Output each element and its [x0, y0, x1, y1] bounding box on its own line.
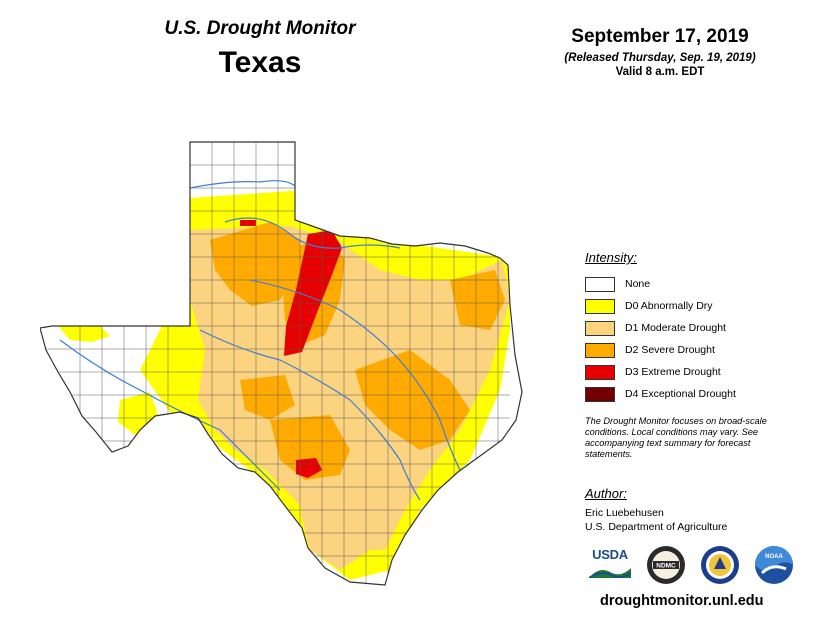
d3-zone-panhandle	[240, 220, 256, 226]
product-name: U.S. Drought Monitor	[164, 18, 356, 39]
red-river	[224, 217, 401, 249]
website-link[interactable]: droughtmonitor.unl.edu	[600, 593, 764, 609]
partner-logos: USDA NDMC NOAA	[588, 545, 794, 585]
legend-swatch-d0	[585, 298, 615, 314]
map-date: September 17, 2019	[571, 26, 749, 47]
noaa-logo: NOAA	[755, 546, 793, 584]
texas-drought-map	[40, 141, 523, 586]
d2-zone-east	[450, 270, 505, 330]
legend-item-d1: D1 Moderate Drought	[585, 317, 805, 339]
d2-zone-hill-country	[240, 375, 295, 420]
noaa-logo-text: NOAA	[765, 554, 783, 560]
author-organization: U.S. Department of Agriculture	[585, 521, 728, 533]
legend-label: D1 Moderate Drought	[625, 322, 726, 334]
legend-swatch-d2	[585, 342, 615, 358]
legend-label: D3 Extreme Drought	[625, 366, 721, 378]
map-header-left: U.S. Drought Monitor Texas	[130, 18, 390, 80]
legend-swatch-d4	[585, 386, 615, 402]
legend-item-d4: D4 Exceptional Drought	[585, 383, 805, 405]
release-note: (Released Thursday, Sep. 19, 2019)	[564, 52, 756, 64]
usda-logo-text: USDA	[592, 547, 628, 562]
legend-label: D0 Abnormally Dry	[625, 300, 713, 312]
legend-swatch-none	[585, 276, 615, 292]
legend-item-d2: D2 Severe Drought	[585, 339, 805, 361]
legend-item-none: None	[585, 273, 805, 295]
legend-item-d3: D3 Extreme Drought	[585, 361, 805, 383]
d2-zone-panhandle	[210, 222, 300, 306]
d0-zone-trans-pecos	[58, 326, 110, 342]
legend-swatch-d3	[585, 364, 615, 380]
colorado-river	[199, 329, 421, 501]
d3-zone-south	[296, 458, 322, 478]
brazos-river	[249, 279, 461, 471]
author-block: Author: Eric Luebehusen U.S. Department …	[585, 486, 805, 534]
d1-zone-main	[190, 226, 510, 550]
usda-logo: USDA	[588, 547, 632, 583]
legend: Intensity: None D0 Abnormally Dry D1 Mod…	[585, 250, 805, 405]
usda-hills-icon	[589, 568, 631, 578]
valid-time: Valid 8 a.m. EDT	[615, 66, 705, 78]
legend-label: None	[625, 278, 651, 290]
rivers	[59, 180, 461, 501]
author-heading: Author:	[585, 486, 627, 501]
author-name: Eric Luebehusen	[585, 507, 664, 519]
map-header-right: September 17, 2019 (Released Thursday, S…	[540, 26, 780, 78]
rio-grande	[59, 339, 281, 491]
legend-label: D2 Severe Drought	[625, 344, 715, 356]
ndmc-logo: NDMC	[647, 546, 685, 584]
state-name: Texas	[218, 46, 302, 79]
doc-seal-logo	[701, 546, 739, 584]
disclaimer-text: The Drought Monitor focuses on broad-sca…	[585, 416, 767, 459]
ndmc-logo-text: NDMC	[656, 563, 676, 570]
legend-label: D4 Exceptional Drought	[625, 388, 736, 400]
canadian-river	[189, 180, 296, 189]
legend-item-d0: D0 Abnormally Dry	[585, 295, 805, 317]
legend-title: Intensity:	[585, 250, 638, 265]
d3-zone-north	[284, 230, 342, 356]
legend-swatch-d1	[585, 320, 615, 336]
